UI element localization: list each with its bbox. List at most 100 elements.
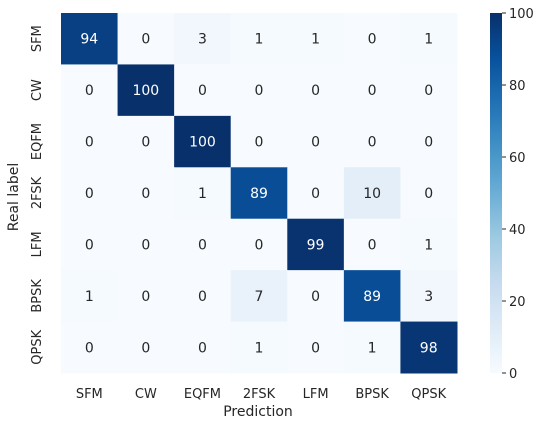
heatmap-cell [117,115,175,168]
heatmap-cell [61,167,119,220]
heatmap-cell [61,64,119,117]
cell-value-label: 0 [311,135,320,151]
cell-value-label: 1 [424,32,433,48]
heatmap-cell [400,13,458,65]
heatmap-cell [400,64,458,117]
cell-value-label: 0 [141,289,150,305]
heatmap-cell [230,64,288,117]
colorbar-tick-label: 100 [509,7,534,22]
x-tick-label: 2FSK [243,387,276,402]
cell-value-label: 0 [255,83,264,99]
cell-value-label: 1 [368,340,377,356]
cell-value-label: 0 [311,83,320,99]
cell-value-label: 100 [189,135,216,151]
heatmap-cell [230,218,288,271]
cell-value-label: 98 [420,340,438,356]
heatmap-cell [287,218,345,271]
cell-value-label: 0 [141,135,150,151]
heatmap-cell [343,115,401,168]
colorbar-tick-label: 80 [509,79,526,94]
heatmap-cell [174,64,232,117]
heatmap-cell [174,115,232,168]
heatmap-cell [287,64,345,117]
cell-value-label: 0 [198,83,207,99]
cell-value-label: 0 [198,340,207,356]
y-tick-label: LFM [30,231,45,257]
cell-value-label: 0 [368,83,377,99]
cell-value-label: 0 [311,340,320,356]
heatmap-cell [343,218,401,271]
heatmap-cell [117,218,175,271]
cell-value-label: 89 [363,289,381,305]
x-tick-label: QPSK [411,387,446,402]
y-tick-label: EQFM [30,123,45,160]
x-tick-label: LFM [303,387,329,402]
colorbar-tick-label: 60 [509,151,526,166]
cell-value-label: 3 [198,32,207,48]
heatmap-cell [230,13,288,65]
y-tick-label: SFM [30,25,45,52]
cell-value-label: 0 [198,237,207,253]
cell-value-label: 1 [255,32,264,48]
cell-value-label: 0 [255,135,264,151]
cell-value-label: 0 [85,83,94,99]
heatmap-cell [287,321,345,374]
cell-value-label: 0 [311,289,320,305]
heatmap-cell [287,115,345,168]
heatmap-cell [400,167,458,220]
cell-value-label: 1 [85,289,94,305]
heatmap-cell [343,270,401,323]
y-tick-label: QPSK [30,329,45,364]
heatmap-cell [174,218,232,271]
x-tick-label: CW [135,387,157,402]
cell-value-label: 94 [80,32,98,48]
heatmap-cell [287,13,345,65]
x-tick-label: BPSK [355,387,389,402]
cell-value-label: 0 [255,237,264,253]
heatmap-cell [174,321,232,374]
heatmap-cell [230,321,288,374]
heatmap-cell [343,321,401,374]
colorbar-tick-label: 20 [509,295,526,310]
heatmap-cell [230,270,288,323]
x-tick-label: SFM [76,387,103,402]
heatmap-cell [61,218,119,271]
cell-value-label: 0 [141,186,150,202]
colorbar-tick-label: 40 [509,223,526,238]
cell-value-label: 0 [85,340,94,356]
cell-value-label: 0 [424,83,433,99]
x-tick-label: EQFM [184,387,221,402]
cell-value-label: 99 [307,237,325,253]
y-tick-labels: SFM CW EQFM 2FSK LFM BPSK QPSK [30,25,45,364]
cell-value-label: 1 [424,237,433,253]
colorbar-tick-labels: 0 20 40 60 80 100 [502,7,534,382]
heatmap-cell [287,167,345,220]
cell-value-label: 0 [85,135,94,151]
heatmap-cell [400,115,458,168]
heatmap-cell [287,270,345,323]
heatmap-cell [400,218,458,271]
heatmap-cell [230,167,288,220]
cell-value-label: 1 [198,186,207,202]
y-tick-label: 2FSK [30,176,45,209]
heatmap-cell [230,115,288,168]
heatmap-cell [117,13,175,65]
cell-value-label: 0 [198,289,207,305]
heatmap-cell [117,167,175,220]
y-tick-label: BPSK [30,279,45,313]
heatmap-cells [61,13,458,374]
cell-value-label: 7 [255,289,264,305]
heatmap-cell [174,270,232,323]
y-tick-label: CW [30,79,45,101]
cell-value-label: 0 [368,237,377,253]
cell-value-label: 1 [255,340,264,356]
colorbar [490,13,502,373]
cell-value-label: 0 [311,186,320,202]
heatmap-cell [61,115,119,168]
colorbar-tick-label: 0 [509,367,517,382]
heatmap-cell [174,13,232,65]
x-tick-labels: SFM CW EQFM 2FSK LFM BPSK QPSK [76,387,447,402]
cell-value-label: 10 [363,186,381,202]
